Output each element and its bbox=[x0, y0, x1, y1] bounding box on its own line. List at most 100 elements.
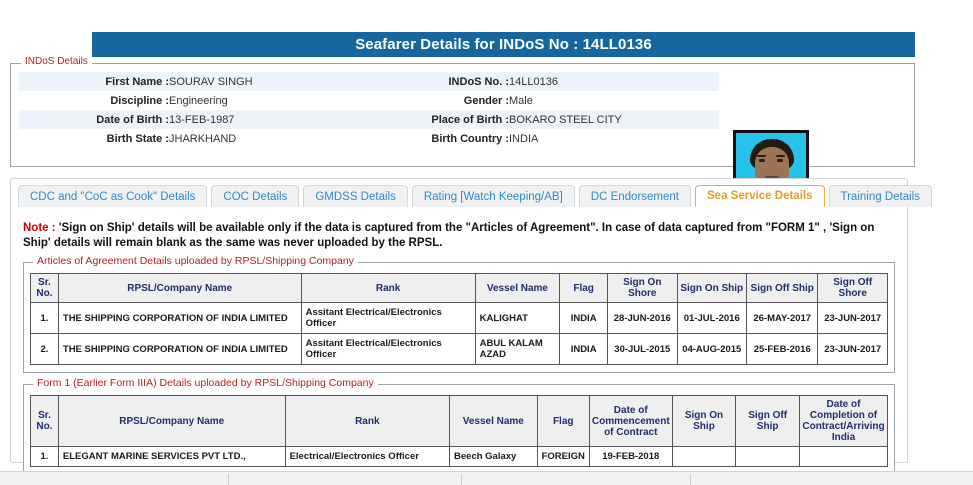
articles-of-agreement-table: Sr. No. RPSL/Company Name Rank Vessel Na… bbox=[30, 273, 888, 365]
articles-of-agreement-legend: Articles of Agreement Details uploaded b… bbox=[33, 256, 358, 267]
cell-sr-no: 2. bbox=[30, 333, 59, 365]
table-row: 1. THE SHIPPING CORPORATION OF INDIA LIM… bbox=[30, 302, 888, 334]
table-header-row: Sr. No. RPSL/Company Name Rank Vessel Na… bbox=[30, 273, 888, 303]
table-row: Birth State : JHARKHAND Birth Country : … bbox=[19, 129, 719, 148]
tab-coc-details[interactable]: COC Details bbox=[211, 185, 300, 207]
cell-sr-no: 1. bbox=[30, 446, 59, 467]
table-row: Discipline : Engineering Gender : Male bbox=[19, 91, 719, 110]
th-sign-on-shore: Sign On Shore bbox=[607, 273, 678, 303]
th-sign-on-ship: Sign On Ship bbox=[676, 273, 748, 303]
footer-divider bbox=[461, 474, 462, 485]
articles-of-agreement-section: Articles of Agreement Details uploaded b… bbox=[23, 256, 895, 373]
th-date-of-completion: Date of Completion of Contract/Arriving … bbox=[798, 395, 889, 447]
cell-sr-no: 1. bbox=[30, 302, 59, 334]
table-header-row: Sr. No. RPSL/Company Name Rank Vessel Na… bbox=[30, 395, 889, 447]
th-sign-on-ship: Sign On Ship bbox=[671, 395, 737, 447]
note-text: Note : 'Sign on Ship' details will be av… bbox=[23, 221, 885, 251]
birth-country-value: INDIA bbox=[509, 132, 539, 145]
cell-commencement: 19-FEB-2018 bbox=[588, 446, 673, 467]
first-name-value: SOURAV SINGH bbox=[169, 75, 253, 88]
tab-gmdss-details[interactable]: GMDSS Details bbox=[303, 185, 408, 207]
form1-legend: Form 1 (Earlier Form IIIA) Details uploa… bbox=[33, 378, 378, 389]
th-sign-off-shore: Sign Off Shore bbox=[817, 273, 888, 303]
footer-bar bbox=[0, 471, 973, 485]
cell-rank: Assitant Electrical/Electronics Officer bbox=[300, 302, 476, 334]
table-row: 2. THE SHIPPING CORPORATION OF INDIA LIM… bbox=[30, 333, 888, 365]
cell-company-name: ELEGANT MARINE SERVICES PVT LTD., bbox=[57, 446, 286, 467]
cell-rank: Assitant Electrical/Electronics Officer bbox=[300, 333, 476, 365]
tab-strip: CDC and "CoC as Cook" Details COC Detail… bbox=[11, 179, 932, 207]
th-vessel-name: Vessel Name bbox=[474, 273, 561, 303]
th-date-of-commencement: Date of Commencement of Contract bbox=[588, 395, 673, 447]
cell-vessel-name: Beech Galaxy bbox=[449, 446, 538, 467]
tab-panel: CDC and "CoC as Cook" Details COC Detail… bbox=[10, 178, 932, 475]
cell-sign-off-ship bbox=[735, 446, 800, 467]
cell-vessel-name: KALIGHAT bbox=[474, 302, 561, 334]
cell-rank: Electrical/Electronics Officer bbox=[284, 446, 451, 467]
indos-details-legend: INDoS Details bbox=[21, 56, 92, 67]
tab-cdc-coc-as-cook-details[interactable]: CDC and "CoC as Cook" Details bbox=[18, 185, 208, 207]
th-sr-no: Sr. No. bbox=[30, 395, 59, 447]
discipline-value: Engineering bbox=[169, 94, 228, 107]
cell-sign-on-ship bbox=[671, 446, 737, 467]
cell-completion bbox=[798, 446, 889, 467]
indos-no-label: INDoS No. : bbox=[448, 75, 510, 88]
th-sign-off-ship: Sign Off Ship bbox=[735, 395, 800, 447]
footer-divider bbox=[690, 474, 691, 485]
page-title: Seafarer Details for INDoS No : 14LL0136 bbox=[92, 32, 915, 57]
th-company-name: RPSL/Company Name bbox=[57, 273, 302, 303]
first-name-label: First Name : bbox=[105, 75, 169, 88]
note-body: 'Sign on Ship' details will be available… bbox=[23, 222, 875, 249]
form1-table: Sr. No. RPSL/Company Name Rank Vessel Na… bbox=[30, 395, 889, 467]
tab-training-details[interactable]: Training Details bbox=[828, 185, 932, 207]
cell-flag: FOREIGN bbox=[536, 446, 590, 467]
discipline-label: Discipline : bbox=[110, 94, 169, 107]
birth-country-label: Birth Country : bbox=[431, 132, 509, 145]
cell-sign-off-shore: 23-JUN-2017 bbox=[817, 302, 888, 334]
th-rank: Rank bbox=[300, 273, 476, 303]
dob-label: Date of Birth : bbox=[96, 113, 169, 126]
tab-rating-watch-keeping-ab[interactable]: Rating [Watch Keeping/AB] bbox=[411, 185, 575, 207]
th-rank: Rank bbox=[284, 395, 451, 447]
birth-state-value: JHARKHAND bbox=[169, 132, 237, 145]
cell-sign-off-ship: 25-FEB-2016 bbox=[745, 333, 819, 365]
cell-flag: INDIA bbox=[559, 333, 609, 365]
dob-value: 13-FEB-1987 bbox=[169, 113, 235, 126]
birth-state-label: Birth State : bbox=[106, 132, 169, 145]
photo-eyebrow-right bbox=[776, 155, 785, 157]
indos-no-value: 14LL0136 bbox=[509, 75, 558, 88]
table-row: 1. ELEGANT MARINE SERVICES PVT LTD., Ele… bbox=[30, 446, 889, 467]
th-vessel-name: Vessel Name bbox=[449, 395, 538, 447]
th-company-name: RPSL/Company Name bbox=[57, 395, 286, 447]
cell-company-name: THE SHIPPING CORPORATION OF INDIA LIMITE… bbox=[57, 333, 302, 365]
cell-sign-on-shore: 30-JUL-2015 bbox=[607, 333, 678, 365]
th-sign-off-ship: Sign Off Ship bbox=[745, 273, 819, 303]
cell-sign-on-shore: 28-JUN-2016 bbox=[607, 302, 678, 334]
gender-value: Male bbox=[509, 94, 533, 107]
table-row: Date of Birth : 13-FEB-1987 Place of Bir… bbox=[19, 110, 719, 129]
tab-sea-service-details[interactable]: Sea Service Details bbox=[695, 185, 825, 207]
photo-eye-left bbox=[759, 159, 765, 162]
indos-details-section: INDoS Details First Name : SOURAV SINGH … bbox=[10, 56, 915, 222]
form1-section: Form 1 (Earlier Form IIIA) Details uploa… bbox=[23, 378, 895, 475]
th-sr-no: Sr. No. bbox=[30, 273, 59, 303]
table-row: First Name : SOURAV SINGH INDoS No. : 14… bbox=[19, 72, 719, 91]
photo-eye-right bbox=[777, 159, 783, 162]
cell-sign-off-shore: 23-JUN-2017 bbox=[817, 333, 888, 365]
tab-dc-endorsement[interactable]: DC Endorsement bbox=[578, 185, 691, 207]
photo-mouth bbox=[765, 176, 779, 178]
cell-sign-on-ship: 01-JUL-2016 bbox=[676, 302, 748, 334]
tab-content-sea-service: Note : 'Sign on Ship' details will be av… bbox=[11, 207, 907, 475]
photo-eyebrow-left bbox=[757, 155, 766, 157]
indos-details-table: First Name : SOURAV SINGH INDoS No. : 14… bbox=[19, 72, 719, 148]
note-prefix: Note : bbox=[23, 222, 59, 234]
footer-divider bbox=[228, 474, 229, 485]
th-flag: Flag bbox=[559, 273, 609, 303]
place-of-birth-label: Place of Birth : bbox=[431, 113, 509, 126]
cell-sign-off-ship: 26-MAY-2017 bbox=[745, 302, 819, 334]
gender-label: Gender : bbox=[463, 94, 509, 107]
cell-flag: INDIA bbox=[559, 302, 609, 334]
cell-sign-on-ship: 04-AUG-2015 bbox=[676, 333, 748, 365]
cell-company-name: THE SHIPPING CORPORATION OF INDIA LIMITE… bbox=[57, 302, 302, 334]
